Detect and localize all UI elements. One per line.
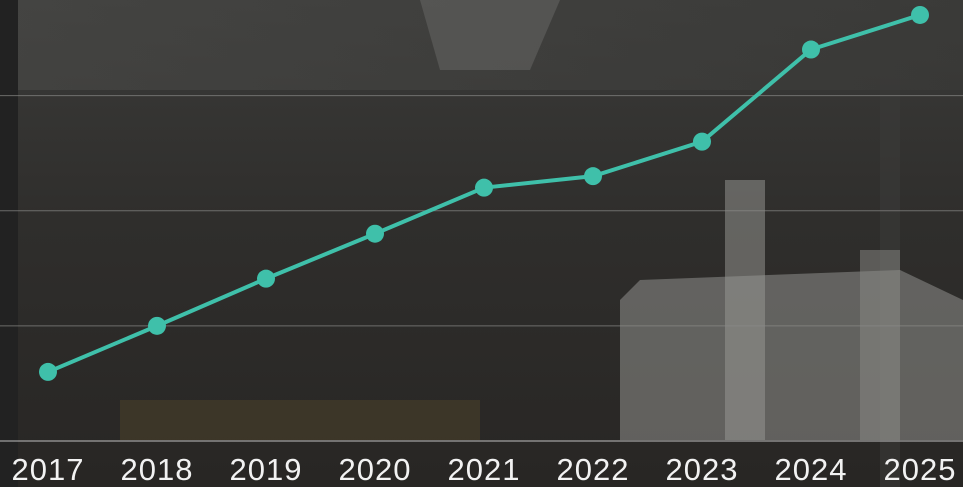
point [475, 178, 493, 197]
x-tick-label: 2019 [230, 452, 303, 487]
point [584, 167, 602, 186]
point [366, 224, 384, 243]
x-tick-label: 2018 [121, 452, 194, 487]
point [257, 269, 275, 288]
point [39, 362, 57, 381]
plot [39, 5, 929, 381]
x-tick-label: 2023 [666, 452, 739, 487]
x-axis: 2017 2018 2019 2020 2021 2022 2023 2024 2025 [12, 452, 957, 487]
point [911, 5, 929, 24]
x-tick-label: 2022 [557, 452, 630, 487]
x-tick-label: 2024 [775, 452, 848, 487]
point [802, 40, 820, 59]
x-tick-label: 2020 [339, 452, 412, 487]
grid [0, 95, 963, 442]
x-tick-label: 2017 [12, 452, 85, 487]
x-tick-label: 2025 [884, 452, 957, 487]
point [148, 316, 166, 335]
point [693, 132, 711, 151]
x-tick-label: 2021 [448, 452, 521, 487]
